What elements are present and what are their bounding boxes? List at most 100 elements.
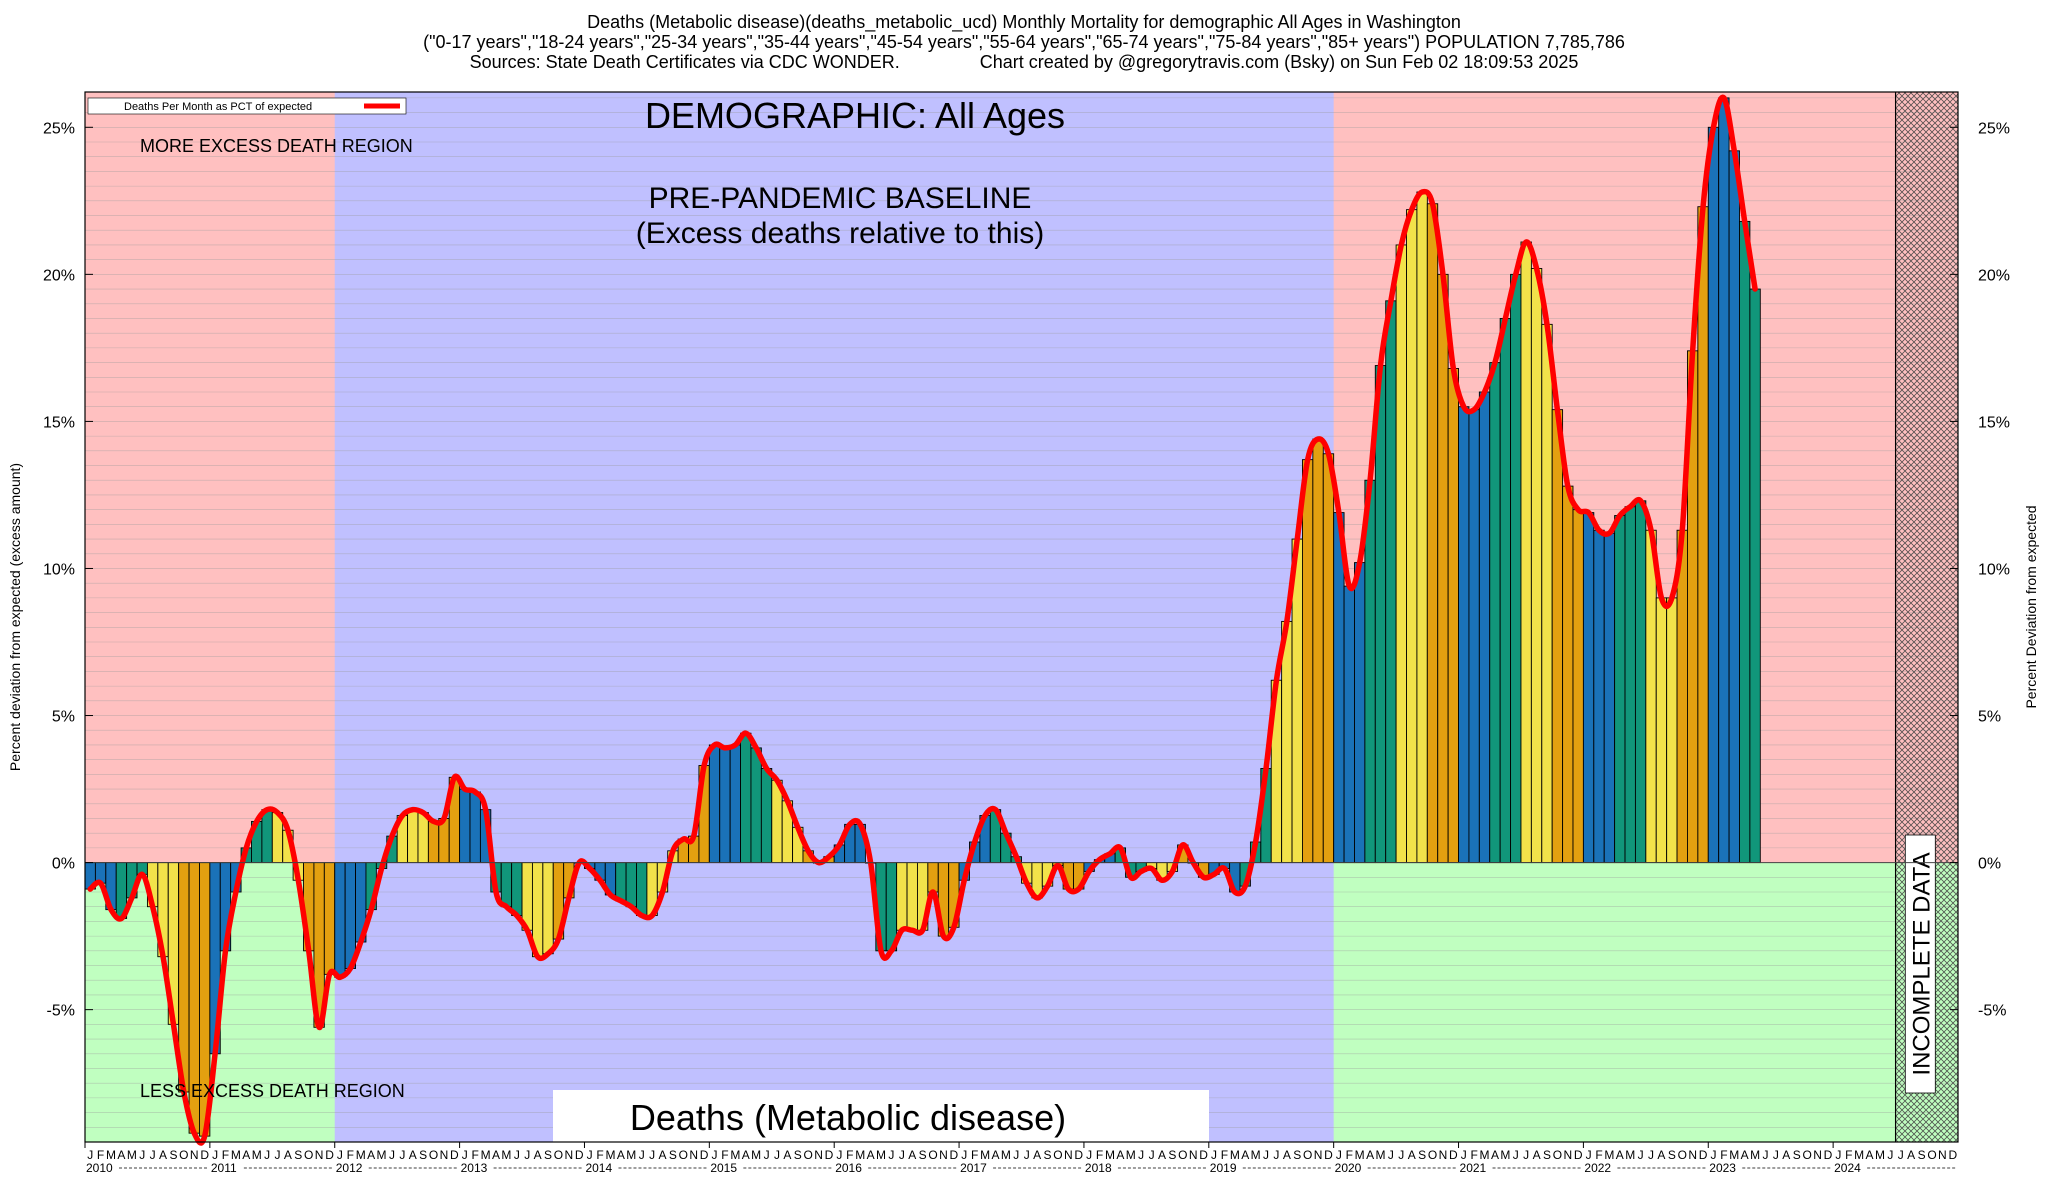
x-month-label: M (252, 1148, 262, 1162)
x-year-label: 2015 (710, 1161, 737, 1175)
data-bar (625, 862, 637, 908)
x-month-label: N (939, 1148, 948, 1162)
x-month-label: F (347, 1148, 354, 1162)
data-bar (636, 862, 648, 916)
x-month-label: M (1126, 1148, 1136, 1162)
data-bar (1364, 479, 1376, 864)
x-year-label: 2019 (1210, 1161, 1237, 1175)
x-month-label: M (1105, 1148, 1115, 1162)
x-month-label: J (961, 1148, 967, 1162)
x-month-label: J (1013, 1148, 1019, 1162)
legend-box (87, 97, 407, 115)
data-bar (760, 768, 773, 864)
data-bar (719, 747, 731, 864)
x-month-label: A (659, 1148, 667, 1162)
data-bar (1374, 365, 1387, 864)
x-month-label: J (150, 1148, 156, 1162)
data-bar (1489, 362, 1501, 864)
x-month-label: M (855, 1148, 865, 1162)
x-month-label: D (950, 1148, 959, 1162)
x-month-label: D (575, 1148, 584, 1162)
y2-tick-label: -5% (1978, 1003, 2006, 1020)
x-month-label: A (742, 1148, 750, 1162)
x-month-label: F (1096, 1148, 1103, 1162)
data-bar (1312, 438, 1324, 864)
x-month-label: F (846, 1148, 853, 1162)
x-month-label: S (1168, 1148, 1176, 1162)
x-month-label: N (689, 1148, 698, 1162)
x-month-label: O (1678, 1148, 1687, 1162)
x-month-label: N (1813, 1148, 1822, 1162)
x-month-label: M (1355, 1148, 1365, 1162)
x-month-label: J (389, 1148, 395, 1162)
x-month-label: A (284, 1148, 292, 1162)
x-month-label: A (1241, 1148, 1249, 1162)
x-month-label: M (1875, 1148, 1885, 1162)
x-month-label: A (1033, 1148, 1041, 1162)
x-month-label: M (1604, 1148, 1614, 1162)
x-month-label: M (356, 1148, 366, 1162)
x-month-label: M (1001, 1148, 1011, 1162)
y-tick-label: 0% (52, 856, 75, 873)
x-month-label: M (231, 1148, 241, 1162)
x-month-label: N (1938, 1148, 1947, 1162)
x-month-label: N (315, 1148, 324, 1162)
x-month-label: N (565, 1148, 574, 1162)
x-month-label: O (554, 1148, 563, 1162)
x-month-label: A (159, 1148, 167, 1162)
chart-subtitle: ("0-17 years","18-24 years","25-34 years… (423, 32, 1625, 52)
x-month-label: M (1251, 1148, 1261, 1162)
x-month-label: M (751, 1148, 761, 1162)
data-bar (261, 809, 273, 864)
x-month-label: J (899, 1148, 905, 1162)
x-year-label: 2010 (86, 1161, 113, 1175)
x-month-label: J (649, 1148, 655, 1162)
x-month-label: N (1314, 1148, 1323, 1162)
x-month-label: N (814, 1148, 823, 1162)
x-month-label: J (1898, 1148, 1904, 1162)
data-bar (1614, 515, 1626, 864)
data-bar (1749, 288, 1761, 864)
data-bar (1707, 126, 1720, 864)
x-month-label: S (1918, 1148, 1926, 1162)
y2-tick-label: 0% (1978, 856, 2001, 873)
x-month-label: J (1586, 1148, 1592, 1162)
data-bar (1395, 244, 1407, 864)
data-bar (1530, 268, 1543, 864)
x-month-label: J (1388, 1148, 1394, 1162)
x-month-label: D (450, 1148, 459, 1162)
x-month-label: D (1699, 1148, 1708, 1162)
x-month-label: J (1336, 1148, 1342, 1162)
data-bar (750, 747, 762, 864)
x-month-label: D (325, 1148, 334, 1162)
x-month-label: J (836, 1148, 842, 1162)
data-bar (927, 862, 939, 893)
data-bar (1333, 512, 1345, 864)
x-month-label: F (97, 1148, 104, 1162)
x-month-label: M (377, 1148, 387, 1162)
data-bar (344, 862, 356, 969)
data-bar (1697, 206, 1709, 864)
x-month-label: S (794, 1148, 802, 1162)
y-tick-label: 5% (52, 709, 75, 726)
x-month-label: J (712, 1148, 718, 1162)
x-month-label: J (1762, 1148, 1768, 1162)
x-month-label: S (1418, 1148, 1426, 1162)
x-month-label: M (127, 1148, 137, 1162)
data-bar (740, 732, 752, 864)
x-month-label: J (337, 1148, 343, 1162)
x-month-label: N (1688, 1148, 1697, 1162)
x-month-label: A (1116, 1148, 1124, 1162)
data-bar (729, 744, 742, 864)
x-month-label: S (1293, 1148, 1301, 1162)
data-bar (1645, 529, 1657, 864)
plot-frame (84, 91, 1959, 1143)
x-month-label: A (534, 1148, 542, 1162)
x-month-label: M (730, 1148, 740, 1162)
data-bar (1562, 485, 1574, 864)
x-year-label: 2018 (1085, 1161, 1112, 1175)
x-month-label: J (774, 1148, 780, 1162)
x-month-label: J (1638, 1148, 1644, 1162)
x-month-label: O (1802, 1148, 1811, 1162)
y-tick-label: 25% (43, 120, 75, 137)
